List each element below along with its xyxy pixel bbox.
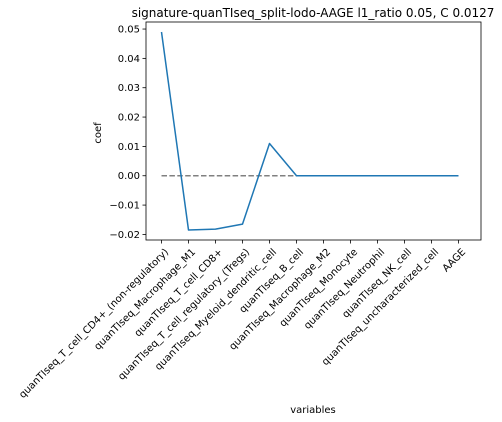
y-tick-label: 0.02 — [118, 113, 140, 124]
y-tick-label: 0.00 — [118, 171, 140, 182]
y-tick-label: 0.01 — [118, 142, 140, 153]
y-axis-label: coef — [93, 122, 104, 144]
chart-title: signature-quanTIseq_split-lodo-AAGE l1_r… — [132, 6, 495, 20]
y-tick-label: −0.01 — [109, 201, 140, 212]
y-tick-label: 0.03 — [118, 83, 140, 94]
y-tick-label: −0.02 — [109, 230, 140, 241]
y-tick-label: 0.05 — [118, 25, 140, 36]
x-tick-label: AAGE — [441, 247, 468, 274]
plot-frame — [145, 21, 482, 241]
x-axis-label: variables — [290, 405, 336, 416]
series-line-0 — [160, 31, 459, 231]
y-tick-label: 0.04 — [118, 54, 140, 65]
